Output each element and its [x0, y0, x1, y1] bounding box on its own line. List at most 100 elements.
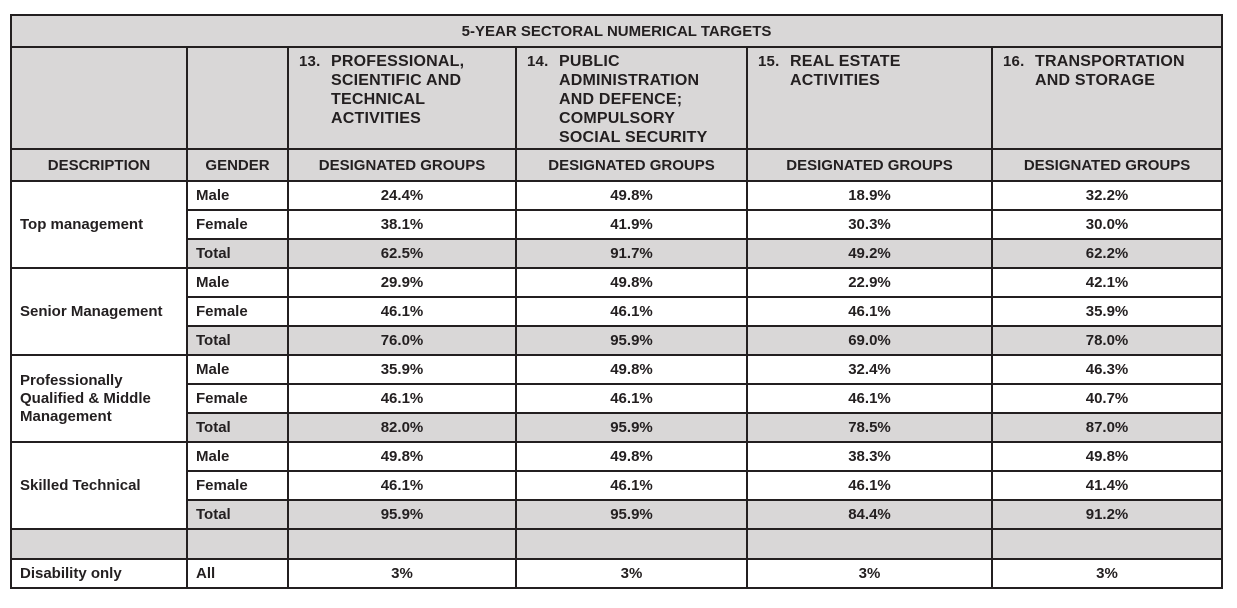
column-header-15: 15. REAL ESTATE ACTIVITIES [746, 46, 993, 150]
gender-header: GENDER [186, 148, 289, 182]
designated-groups-header: DESIGNATED GROUPS [515, 148, 748, 182]
gender-cell: Total [186, 325, 289, 356]
value-cell: 30.0% [990, 209, 1224, 240]
gender-cell: Female [186, 470, 289, 501]
value-cell: 49.8% [287, 441, 517, 472]
spacer-cell [287, 528, 517, 560]
value-cell: 62.5% [287, 238, 517, 269]
column-number: 14. [527, 53, 549, 70]
value-cell: 30.3% [746, 209, 993, 240]
value-cell: 24.4% [287, 180, 517, 211]
spacer-cell [186, 528, 289, 560]
gender-cell: Female [186, 209, 289, 240]
column-label: TRANSPORTATION AND STORAGE [1035, 53, 1185, 89]
value-cell: 18.9% [746, 180, 993, 211]
designated-groups-header: DESIGNATED GROUPS [990, 148, 1224, 182]
table-row: Total 76.0% 95.9% 69.0% 78.0% [11, 325, 1224, 356]
value-cell: 46.1% [515, 470, 748, 501]
column-label: PROFESSIONAL, SCIENTIFIC AND TECHNICAL A… [331, 53, 465, 127]
table-row: Senior Management Male 29.9% 49.8% 22.9% 42.1… [10, 267, 1224, 356]
designated-groups-header: DESIGNATED GROUPS [287, 148, 517, 182]
value-cell: 69.0% [746, 325, 993, 356]
value-cell: 46.1% [746, 296, 993, 327]
value-cell: 3% [990, 558, 1224, 589]
value-cell: 49.8% [515, 180, 748, 211]
empty-header-cell [10, 46, 188, 150]
gender-cell: Total [186, 412, 289, 443]
value-cell: 46.1% [287, 296, 517, 327]
row-description: Skilled Technical [10, 441, 188, 530]
subheader-row: DESCRIPTION GENDER DESIGNATED GROUPS DES… [10, 148, 1224, 182]
spacer-cell [515, 528, 748, 560]
value-cell: 87.0% [990, 412, 1224, 443]
value-cell: 95.9% [515, 325, 748, 356]
column-number: 15. [758, 53, 780, 70]
column-header-14: 14. PUBLIC ADMINISTRATION AND DEFENCE; CO… [515, 46, 748, 150]
spacer-cell [990, 528, 1224, 560]
value-cell: 46.1% [287, 383, 517, 414]
description-header: DESCRIPTION [10, 148, 188, 182]
spacer-cell [10, 528, 188, 560]
gender-cell: Total [186, 499, 289, 530]
value-cell: 32.4% [746, 354, 993, 385]
value-cell: 91.2% [990, 499, 1224, 530]
value-cell: 78.0% [990, 325, 1224, 356]
value-cell: 82.0% [287, 412, 517, 443]
table-row: Professionally Qualified & Middle Manage… [10, 354, 1224, 443]
gender-cell: Female [186, 296, 289, 327]
value-cell: 62.2% [990, 238, 1224, 269]
column-label: PUBLIC ADMINISTRATION AND DEFENCE; COMPU… [559, 53, 708, 146]
value-cell: 38.3% [746, 441, 993, 472]
column-header-row: 13. PROFESSIONAL, SCIENTIFIC AND TECHNICA… [10, 46, 1224, 150]
value-cell: 41.4% [990, 470, 1224, 501]
value-cell: 78.5% [746, 412, 993, 443]
table-row: Female 46.1% 46.1% 46.1% 40.7% [11, 383, 1224, 414]
row-description: Senior Management [10, 267, 188, 356]
table-body: Top management Male 24.4% 49.8% 18.9% 32.2% Fe… [10, 180, 1224, 530]
column-number: 13. [299, 53, 321, 70]
value-cell: 22.9% [746, 267, 993, 298]
value-cell: 91.7% [515, 238, 748, 269]
table-row: Total 82.0% 95.9% 78.5% 87.0% [11, 412, 1224, 443]
gender-cell: Female [186, 383, 289, 414]
value-cell: 95.9% [515, 412, 748, 443]
value-cell: 3% [287, 558, 517, 589]
value-cell: 95.9% [287, 499, 517, 530]
value-cell: 41.9% [515, 209, 748, 240]
table-row: Female 46.1% 46.1% 46.1% 35.9% [11, 296, 1224, 327]
row-description: Professionally Qualified & Middle Manage… [10, 354, 188, 443]
value-cell: 3% [515, 558, 748, 589]
value-cell: 49.2% [746, 238, 993, 269]
value-cell: 35.9% [287, 354, 517, 385]
value-cell: 84.4% [746, 499, 993, 530]
column-number: 16. [1003, 53, 1025, 70]
targets-table-wrapper: 5-YEAR SECTORAL NUMERICAL TARGETS 13. PRO… [9, 14, 1224, 589]
value-cell: 46.1% [287, 470, 517, 501]
value-cell: 49.8% [515, 441, 748, 472]
gender-cell: Male [186, 180, 289, 211]
table-title: 5-YEAR SECTORAL NUMERICAL TARGETS [9, 14, 1224, 48]
column-header-16: 16. TRANSPORTATION AND STORAGE [990, 46, 1224, 150]
value-cell: 35.9% [990, 296, 1224, 327]
row-description: Top management [10, 180, 188, 269]
designated-groups-header: DESIGNATED GROUPS [746, 148, 993, 182]
value-cell: 38.1% [287, 209, 517, 240]
value-cell: 49.8% [990, 441, 1224, 472]
table-row: Female 46.1% 46.1% 46.1% 41.4% [11, 470, 1224, 501]
value-cell: 76.0% [287, 325, 517, 356]
value-cell: 3% [746, 558, 993, 589]
row-description: Disability only [10, 558, 188, 589]
value-cell: 95.9% [515, 499, 748, 530]
gender-cell: Male [186, 267, 289, 298]
empty-header-cell [186, 46, 289, 150]
value-cell: 32.2% [990, 180, 1224, 211]
value-cell: 46.1% [746, 383, 993, 414]
value-cell: 46.1% [515, 383, 748, 414]
gender-cell: Male [186, 441, 289, 472]
value-cell: 46.1% [746, 470, 993, 501]
table-row: Female 38.1% 41.9% 30.3% 30.0% [11, 209, 1224, 240]
disability-row: Disability only All 3% 3% 3% 3% [10, 558, 1224, 589]
value-cell: 49.8% [515, 267, 748, 298]
column-header-13: 13. PROFESSIONAL, SCIENTIFIC AND TECHNICA… [287, 46, 517, 150]
gender-cell: Male [186, 354, 289, 385]
